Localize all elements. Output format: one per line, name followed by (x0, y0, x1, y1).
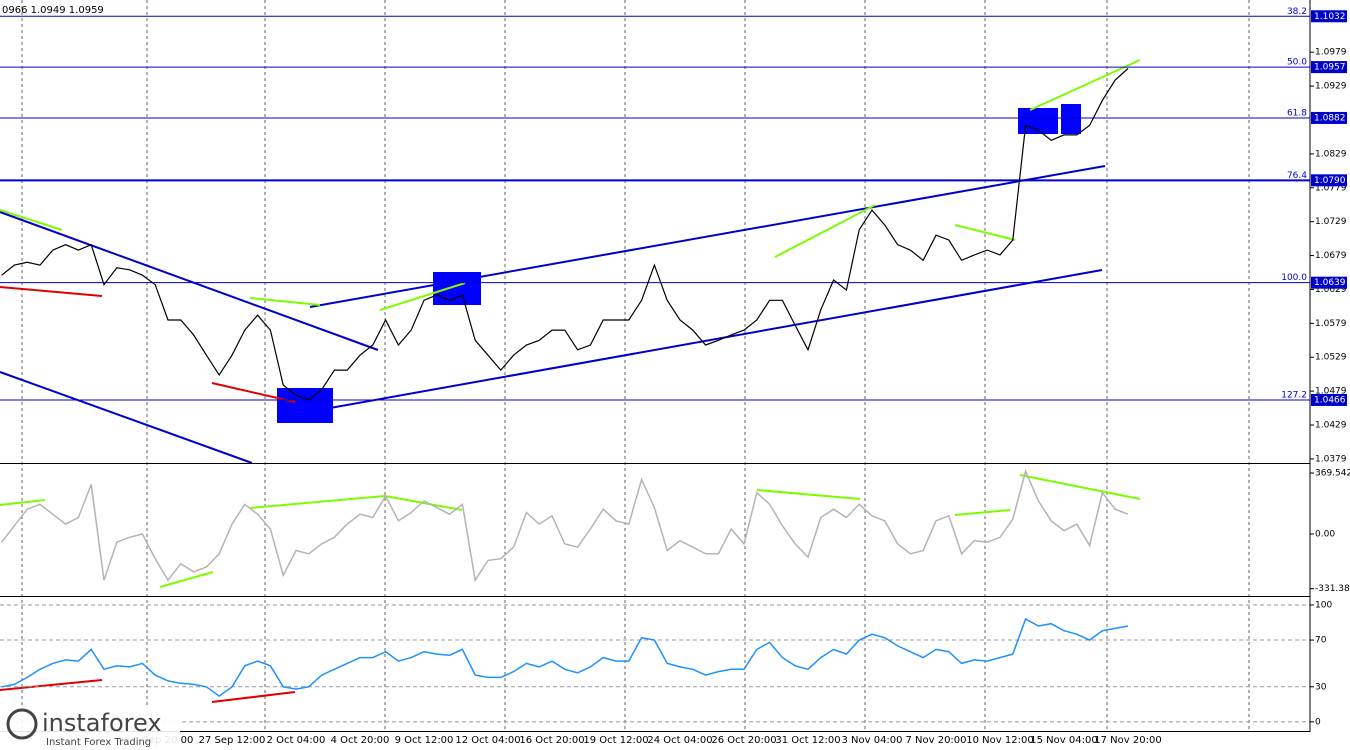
level-price-box (1311, 61, 1347, 74)
divergence-line (0, 209, 63, 231)
y-tick-label: 1.0979 (1315, 48, 1347, 58)
divergence-line (954, 224, 1016, 241)
x-tick-label: 7 Nov 20:00 (905, 735, 966, 746)
x-tick-label: 2 Oct 04:00 (267, 735, 326, 746)
x-tick-label: 16 Oct 20:00 (519, 735, 584, 746)
divergence-line (249, 297, 321, 306)
divergence-line (0, 679, 103, 691)
divergence-line (384, 495, 463, 511)
x-tick-label: 27 Sep 12:00 (199, 735, 266, 746)
plot: 1.0979 1.0929 1.0829 1.0779 1.0729 1.0679 1.06… (0, 7, 1350, 746)
logo-tagline: Instant Forex Trading (46, 737, 151, 748)
marker-box (433, 272, 481, 305)
x-tick-label: 26 Oct 20:00 (711, 735, 776, 746)
logo: instaforex Instant Forex Trading (0, 706, 180, 750)
level-fib-label: 38.2 (1287, 7, 1307, 17)
logo-icon (6, 708, 38, 740)
x-tick-label: 17 Nov 20:00 (1094, 735, 1161, 746)
x-tick-label: 3 Nov 04:00 (841, 735, 902, 746)
y-tick-label: 70 (1315, 636, 1327, 646)
marker-box (1061, 104, 1081, 134)
y-tick-label: 100 (1315, 601, 1332, 611)
divergence-line (756, 489, 861, 500)
divergence-line (774, 204, 876, 258)
logo-brand: instaforex (42, 709, 162, 737)
y-tick-label: 1.0579 (1315, 319, 1347, 329)
trend-line (0, 211, 379, 351)
level-fib-label: 50.0 (1287, 58, 1307, 68)
x-tick-label: 4 Oct 20:00 (331, 735, 390, 746)
level-fib-label: 61.8 (1287, 108, 1307, 118)
level-price-label: 1.0882 (1314, 113, 1346, 123)
y-tick-label: 1.0679 (1315, 251, 1347, 261)
level-price-box (1311, 276, 1347, 289)
divergence-line (249, 495, 386, 509)
y-tick-label: 1.0379 (1315, 454, 1347, 464)
level-price-box (1311, 393, 1347, 406)
y-tick-label: -331.386 (1315, 584, 1350, 594)
divergence-line (954, 509, 1011, 516)
y-tick-label: 1.0829 (1315, 149, 1347, 159)
level-price-label: 1.1032 (1314, 12, 1346, 22)
level-price-box (1311, 111, 1347, 124)
level-price-box (1311, 10, 1347, 23)
series-line (1, 469, 1129, 583)
level-fib-label: 100.0 (1281, 273, 1307, 283)
y-tick-label: 1.0529 (1315, 353, 1347, 363)
level-price-label: 1.0790 (1314, 176, 1346, 186)
y-tick-label: 1.0479 (1315, 387, 1347, 397)
level-price-label: 1.0466 (1314, 395, 1346, 405)
divergence-line (159, 571, 214, 588)
y-tick-label: 1.0929 (1315, 82, 1347, 92)
x-tick-label: 31 Oct 12:00 (775, 735, 840, 746)
x-tick-label: 10 Nov 12:00 (966, 735, 1033, 746)
chart-header: 0966 1.0949 1.0959 (2, 5, 104, 16)
x-tick-label: 19 Oct 12:00 (583, 735, 648, 746)
y-tick-label: 1.0779 (1315, 183, 1347, 193)
level-fib-label: 127.2 (1281, 390, 1307, 400)
marker-box (277, 388, 333, 423)
level-price-box (1311, 174, 1347, 187)
divergence-line (211, 691, 296, 703)
divergence-line (211, 382, 296, 403)
y-tick-label: 0 (1315, 717, 1321, 727)
series-line (1, 617, 1129, 698)
trend-line (0, 371, 253, 464)
x-tick-label: 15 Nov 04:00 (1030, 735, 1097, 746)
time-grid (21, 0, 1250, 731)
trend-line (329, 269, 1103, 409)
y-tick-label: 1.0729 (1315, 217, 1347, 227)
y-tick-label: 1.0429 (1315, 421, 1347, 431)
x-tick-label: 12 Oct 04:00 (455, 735, 520, 746)
divergence-line (379, 282, 466, 311)
x-tick-label: 9 Oct 12:00 (395, 735, 454, 746)
divergence-line (0, 286, 103, 297)
y-tick-label: 369.5426 (1315, 468, 1350, 478)
y-tick-label: 0.00 (1315, 529, 1335, 539)
level-price-label: 1.0639 (1314, 278, 1346, 288)
divergence-line (1019, 474, 1141, 500)
divergence-line (0, 499, 46, 506)
x-tick-label: 24 Oct 04:00 (647, 735, 712, 746)
series-line (1, 68, 1129, 401)
level-price-label: 1.0957 (1314, 63, 1346, 73)
annotations (0, 59, 1141, 703)
level-fib-label: 76.4 (1287, 171, 1307, 181)
y-tick-label: 1.0629 (1315, 285, 1347, 295)
divergence-line (1029, 59, 1141, 111)
y-tick-label: 30 (1315, 682, 1327, 692)
